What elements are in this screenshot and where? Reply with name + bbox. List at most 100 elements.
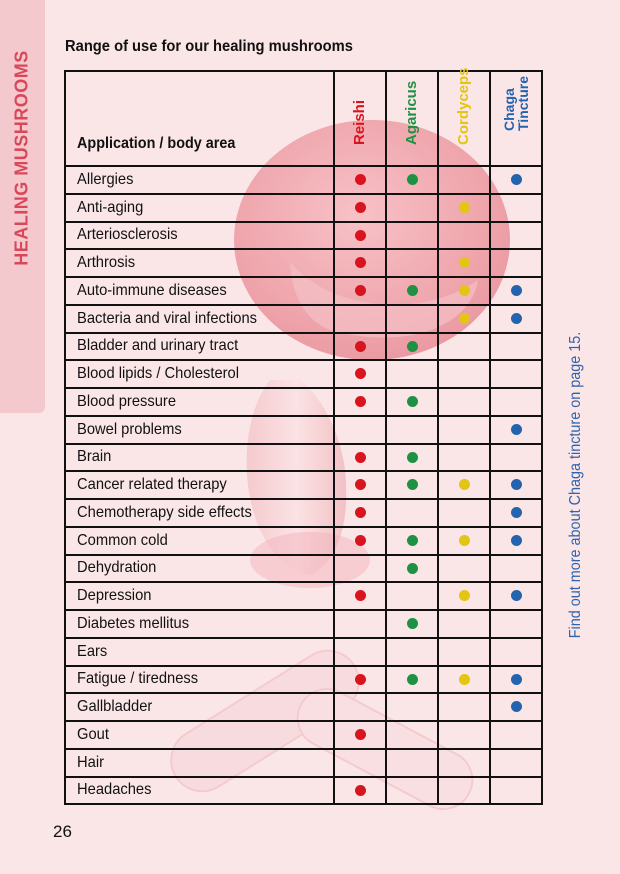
mushroom-column-header: Chaga Tincture	[489, 70, 543, 167]
mark-cell	[489, 525, 543, 556]
mark-cell	[489, 387, 543, 417]
mushroom-column-header: Agaricus	[385, 70, 439, 167]
usage-dot	[510, 507, 522, 519]
mark-cell	[489, 303, 543, 334]
usage-dot	[406, 618, 418, 630]
table-row: Arteriosclerosis	[64, 220, 543, 251]
usage-dot	[406, 340, 418, 352]
mark-cell	[385, 470, 439, 500]
mark-cell	[385, 498, 439, 528]
usage-dot	[458, 285, 470, 297]
usage-dot	[354, 396, 366, 408]
table-row: Auto-immune diseases	[64, 276, 543, 306]
mushroom-name: Reishi	[351, 99, 368, 145]
mushroom-name: Agaricus	[403, 80, 420, 145]
table-row: Anti-aging	[64, 192, 543, 223]
table-row: Hair	[64, 747, 543, 778]
mark-cell	[489, 664, 543, 695]
mark-cell	[489, 747, 543, 778]
mark-cell	[437, 303, 491, 334]
table-row: Diabetes mellitus	[64, 609, 543, 639]
usage-dot	[458, 312, 470, 324]
usage-dot	[354, 201, 366, 213]
mark-cell	[385, 553, 439, 584]
usage-dot	[406, 673, 418, 685]
application-cell: Bacteria and viral infections	[64, 303, 335, 334]
usage-dot	[406, 479, 418, 491]
mark-cell	[437, 498, 491, 528]
mark-cell	[437, 470, 491, 500]
mark-cell	[437, 664, 491, 695]
table-header-row: Application / body area Reishi Agaricus Co…	[64, 67, 543, 167]
page-number: 26	[53, 822, 72, 841]
usage-dot	[354, 229, 366, 241]
application-cell: Blood lipids / Cholesterol	[64, 359, 335, 389]
usage-dot	[458, 201, 470, 213]
mark-cell	[333, 581, 387, 611]
usage-dot	[510, 534, 522, 546]
application-cell: Anti-aging	[64, 192, 335, 223]
usage-dot	[458, 673, 470, 685]
application-cell: Arthrosis	[64, 248, 335, 278]
table-row: Bladder and urinary tract	[64, 331, 543, 362]
mark-cell	[333, 414, 387, 445]
application-cell: Gallbladder	[64, 692, 335, 722]
table-row: Cancer related therapy	[64, 470, 543, 500]
mark-cell	[385, 581, 439, 611]
application-cell: Diabetes mellitus	[64, 609, 335, 639]
mark-cell	[385, 165, 439, 195]
mark-cell	[333, 609, 387, 639]
mark-cell	[489, 220, 543, 251]
mark-cell	[437, 636, 491, 667]
side-section-tab: HEALING MUSHROOMS	[0, 0, 45, 413]
mark-cell	[437, 747, 491, 778]
mark-cell	[385, 248, 439, 278]
application-cell: Headaches	[64, 775, 335, 806]
application-cell: Common cold	[64, 525, 335, 556]
mark-cell	[437, 165, 491, 195]
mark-cell	[489, 359, 543, 389]
mark-cell	[385, 331, 439, 362]
application-cell: Auto-immune diseases	[64, 276, 335, 306]
usage-dot	[354, 340, 366, 352]
mark-cell	[489, 720, 543, 750]
application-cell: Hair	[64, 747, 335, 778]
mark-cell	[489, 581, 543, 611]
usage-dot	[354, 368, 366, 380]
application-column-header: Application / body area	[64, 70, 335, 167]
application-cell: Fatigue / tiredness	[64, 664, 335, 695]
mark-cell	[437, 553, 491, 584]
mark-cell	[333, 553, 387, 584]
mark-cell	[333, 498, 387, 528]
mark-cell	[385, 442, 439, 473]
usage-dot	[510, 590, 522, 602]
usage-dot	[406, 451, 418, 463]
mark-cell	[385, 720, 439, 750]
usage-dot	[354, 590, 366, 602]
mark-cell	[333, 525, 387, 556]
mark-cell	[333, 747, 387, 778]
usage-dot	[354, 285, 366, 297]
table-row: Blood lipids / Cholesterol	[64, 359, 543, 389]
mark-cell	[333, 470, 387, 500]
table-row: Dehydration	[64, 553, 543, 584]
mark-cell	[333, 664, 387, 695]
usage-dot	[354, 673, 366, 685]
mark-cell	[385, 303, 439, 334]
application-cell: Cancer related therapy	[64, 470, 335, 500]
usage-dot	[354, 507, 366, 519]
table-row: Brain	[64, 442, 543, 473]
table-row: Fatigue / tiredness	[64, 664, 543, 695]
usage-dot	[406, 396, 418, 408]
mark-cell	[437, 775, 491, 806]
usage-dot	[354, 729, 366, 741]
mark-cell	[385, 387, 439, 417]
table-row: Allergies	[64, 165, 543, 195]
usage-dot	[406, 562, 418, 574]
usage-dot	[458, 590, 470, 602]
mark-cell	[385, 525, 439, 556]
application-cell: Ears	[64, 636, 335, 667]
mark-cell	[437, 720, 491, 750]
mark-cell	[333, 192, 387, 223]
mark-cell	[489, 553, 543, 584]
